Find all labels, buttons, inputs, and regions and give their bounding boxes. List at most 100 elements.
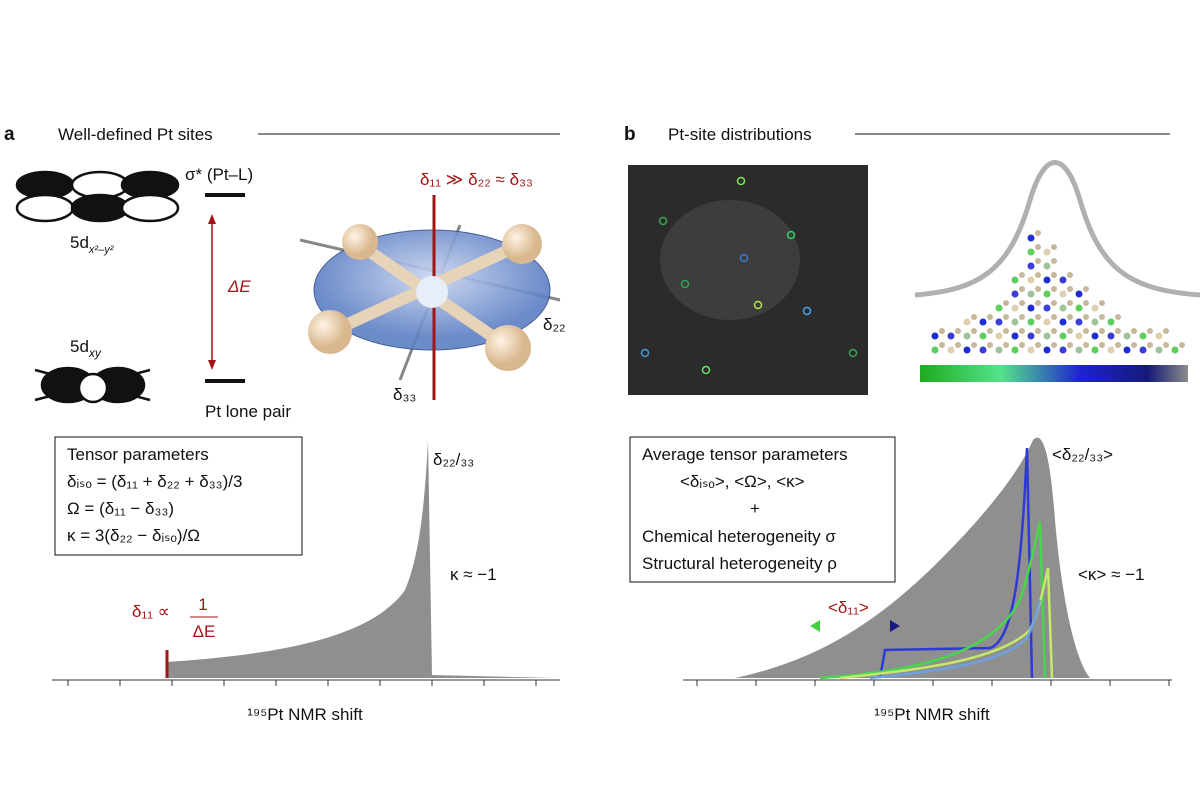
atom [1123,346,1131,354]
panel-label: b [624,124,636,145]
kappa-label: κ ≈ −1 [450,565,497,584]
atom [1155,332,1163,340]
atom [1051,342,1057,348]
atom [1083,342,1089,348]
atom [995,318,1003,326]
atom [1099,300,1105,306]
atom [1059,276,1067,284]
lattice-drawing [931,230,1185,354]
atom [931,346,939,354]
atom [1003,328,1009,334]
atom [995,346,1003,354]
orbital-upper-drawing [15,170,180,223]
atom [1059,318,1067,326]
micrograph [628,165,868,395]
arrow-head [810,620,820,632]
atom [987,314,993,320]
atom [1019,328,1025,334]
atom [1035,230,1041,236]
atom [1075,332,1083,340]
atom [1035,244,1041,250]
box-line: + [750,499,760,518]
atom [1027,262,1035,270]
atom [1035,300,1041,306]
spectrum [167,440,555,678]
atom [1011,318,1019,326]
atom [979,346,987,354]
x-axis-label: ¹⁹⁵Pt NMR shift [874,705,990,724]
atom [1091,332,1099,340]
atom [971,314,977,320]
atom [1043,248,1051,256]
distribution-curve [914,160,1200,298]
box-line: κ = 3(δ₂₂ − δᵢₛₒ)/Ω [67,526,200,545]
atom [1027,234,1035,242]
atom [1091,304,1099,312]
panel-title: Pt-site distributions [668,125,812,144]
atom [1075,304,1083,312]
atom [1035,258,1041,264]
atom [1035,314,1041,320]
atom [963,346,971,354]
delta11-label: δ₁₁ ∝ [132,602,170,621]
atom [1003,314,1009,320]
atom [963,318,971,326]
atom [1099,314,1105,320]
atom [971,328,977,334]
box-line: <δᵢₛₒ>, <Ω>, <κ> [680,472,805,491]
atom [1083,300,1089,306]
box-line: Structural heterogeneity ρ [642,554,837,573]
atom [979,318,987,326]
atom [1083,328,1089,334]
x-ticks [67,680,537,686]
atom [1067,272,1073,278]
atom [1043,346,1051,354]
atom [1083,286,1089,292]
axis-label: δ₃₃ [393,385,416,404]
atom [1043,276,1051,284]
atom [1019,314,1025,320]
atom [1115,328,1121,334]
axis-label: δ₂₂ [543,315,566,334]
atom [1003,300,1009,306]
box-title: Tensor parameters [67,445,209,464]
atom [1147,342,1153,348]
parameter-box [54,436,303,556]
atom [979,332,987,340]
atom [1131,328,1137,334]
atom [955,328,961,334]
gap-label: ΔE [227,277,251,296]
atom [1051,244,1057,250]
atom [1003,342,1009,348]
component-spectra [819,447,1054,680]
atom [1171,346,1179,354]
atom [987,328,993,334]
atom [1019,272,1025,278]
box-title: Average tensor parameters [642,445,848,464]
atom [955,342,961,348]
spectrum [735,437,1090,678]
kappa-label: <κ> ≈ −1 [1078,565,1145,584]
atom [1067,328,1073,334]
molecule-drawing [299,195,561,400]
atom [1139,346,1147,354]
atom [1035,272,1041,278]
atom [987,342,993,348]
anisotropy-label: δ₁₁ ≫ δ₂₂ ≈ δ₃₃ [420,170,533,189]
atom [939,342,945,348]
atom [1027,346,1035,354]
atom [1027,290,1035,298]
peak-label: δ₂₂/₃₃ [433,450,474,469]
atom [1051,258,1057,264]
level-label: Pt lone pair [205,402,291,421]
orbital-label: 5dx²–y² [70,233,114,256]
atom [1019,342,1025,348]
atom [1107,318,1115,326]
atom [1027,318,1035,326]
atom [1115,314,1121,320]
atom [1155,346,1163,354]
atom [1083,314,1089,320]
atom [1179,342,1185,348]
panel-label: a [4,124,15,145]
